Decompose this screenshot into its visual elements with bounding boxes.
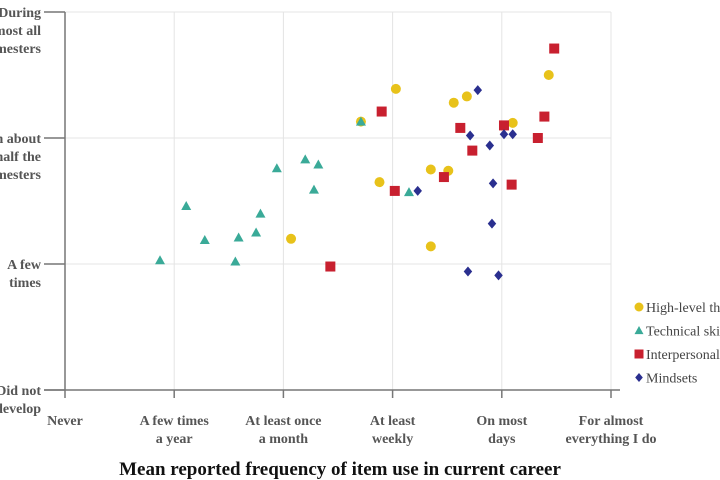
y-tick-label: Did not [0,384,41,399]
data-point-diamond [487,218,497,229]
y-tick-label: times [9,276,41,291]
data-point-diamond [499,129,509,140]
y-tick-label: In about [0,132,41,147]
x-tick-label: weekly [372,432,413,447]
y-tick-label: During [0,6,41,21]
data-point-circle [425,164,436,175]
x-tick-labels: Never A few times a year At least once a mon… [47,414,656,447]
data-point-diamond [488,178,498,189]
data-point-circle [461,91,472,102]
data-point-square [376,106,387,117]
data-point-triangle [308,184,319,194]
data-point-triangle [155,255,166,265]
x-tick-label: days [488,432,516,447]
data-point-diamond [508,129,517,140]
x-tick-label: A few times [140,414,210,429]
data-point-circle [448,97,459,108]
data-point-circle [374,177,385,188]
data-point-circle [286,233,297,244]
axes [44,11,620,398]
data-point-diamond [465,130,475,141]
legend: High-level thinking Technical skills Inter… [634,301,720,387]
legend-marker-diamond [635,373,643,382]
data-point-triangle [255,208,266,218]
legend-marker-triangle [634,326,644,335]
legend-marker-square [634,349,644,359]
data-point-square [325,261,336,272]
x-tick-label: For almost [579,414,644,429]
legend-label: High-level thinking [646,301,720,316]
data-point-triangle [233,232,244,242]
data-point-diamond [494,270,503,281]
data-point-circle [543,70,554,80]
data-point-circle [425,241,436,252]
data-point-square [498,120,509,131]
x-tick-label: a year [156,432,193,447]
legend-label: Technical skills [646,325,720,340]
x-tick-label: At least once [245,414,321,429]
data-point-triangle [300,154,311,164]
data-point-diamond [485,140,495,151]
legend-marker-circle [634,302,644,312]
data-point-triangle [181,201,192,211]
data-point-triangle [251,227,262,237]
data-point-diamond [463,266,473,277]
x-tick-label: At least [370,414,416,429]
data-point-square [438,172,449,183]
gridlines [65,11,612,390]
data-point-square [532,133,543,143]
x-axis-title: Mean reported frequency of item use in c… [119,459,561,480]
x-tick-label: a month [259,432,309,447]
legend-label: Interpersonal skills [646,348,720,363]
y-tick-label: almost all [0,24,41,39]
x-tick-label: everything I do [566,432,657,447]
x-tick-label: Never [47,414,83,429]
data-point-triangle [355,116,366,126]
y-tick-label: develop [0,402,41,417]
data-point-triangle [230,256,241,266]
y-tick-label: semesters [0,168,42,183]
y-tick-labels: Did not develop A few times In about half the… [0,6,42,417]
legend-label: Mindsets [646,372,697,387]
data-point-circle [390,83,401,94]
data-point-square [467,145,478,156]
data-point-square [506,179,517,190]
x-tick-label: On most [476,414,527,429]
data-point-diamond [473,85,483,96]
y-tick-label: semesters [0,42,42,57]
data-point-square [549,43,560,54]
data-point-square [455,122,466,133]
data-point-triangle [199,235,210,245]
data-point-triangle [403,187,414,197]
y-tick-label: A few [7,258,42,273]
data-point-square [389,185,400,196]
data-point-triangle [313,159,324,169]
data-point-triangle [271,163,282,173]
data-point-circle [507,117,518,128]
y-tick-label: half the [0,150,41,165]
data-point-square [539,111,550,122]
data-points [155,43,560,281]
data-point-diamond [413,185,422,196]
